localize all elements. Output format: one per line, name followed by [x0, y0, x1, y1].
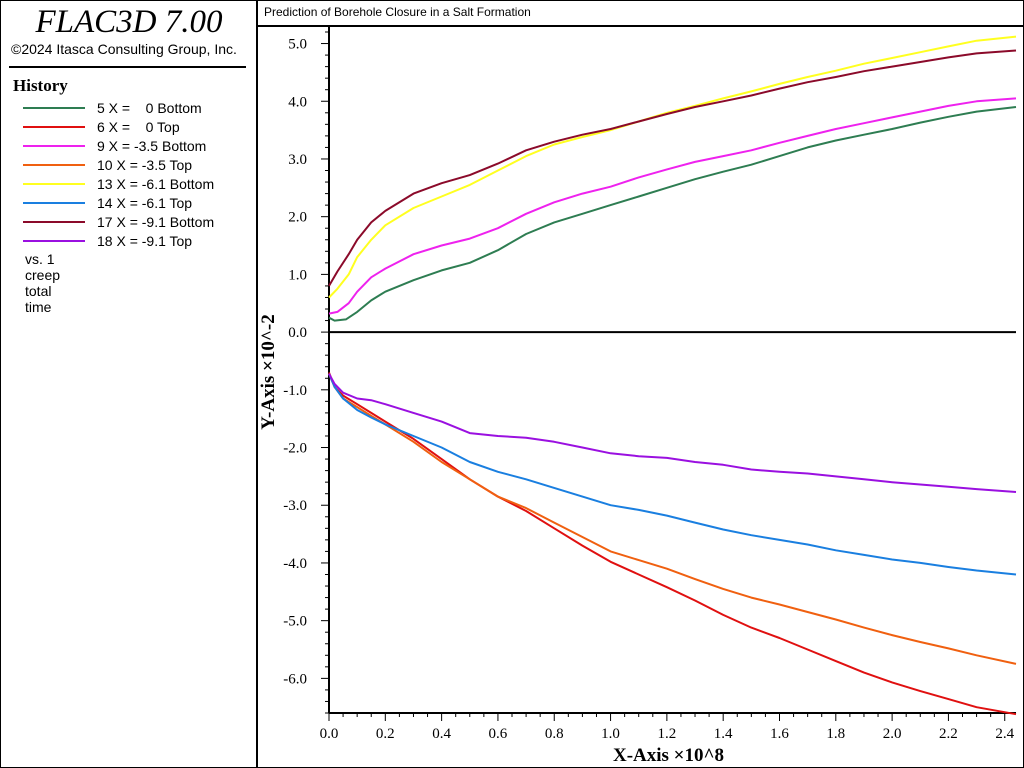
legend-swatch	[23, 126, 85, 128]
chart-axes	[321, 27, 1016, 721]
legend-panel: FLAC3D 7.00 ©2024 Itasca Consulting Grou…	[1, 1, 258, 767]
series-line	[328, 106, 1017, 322]
y-tick-label: 5.0	[288, 37, 307, 53]
app-title: FLAC3D 7.00	[35, 4, 223, 40]
legend-swatch	[23, 240, 85, 242]
x-tick-label: 1.8	[826, 726, 845, 742]
plot-title: Prediction of Borehole Closure in a Salt…	[264, 5, 531, 19]
legend-swatch	[23, 164, 85, 166]
y-tick-label: 1.0	[288, 267, 307, 283]
legend-item: 18 X = -9.1 Top	[1, 232, 251, 251]
legend-label: 17 X = -9.1 Bottom	[97, 214, 215, 230]
y-tick-label: -2.0	[283, 441, 307, 457]
y-axis-title: Y-Axis ×10^-2	[258, 314, 279, 430]
legend-label: 13 X = -6.1 Bottom	[97, 176, 215, 192]
legend-swatch	[23, 202, 85, 204]
series-line	[328, 373, 1017, 493]
y-tick-label: -6.0	[283, 671, 307, 687]
legend-item: 13 X = -6.1 Bottom	[1, 175, 251, 194]
legend-label: 14 X = -6.1 Top	[97, 195, 193, 211]
legend-item: 9 X = -3.5 Bottom	[1, 137, 251, 156]
tick-labels: 5.0 4.0 3.0 2.0 1.0 0.0 -1.0 -2.0 -3.0 -4.0 -5.0 -6…	[283, 37, 1014, 742]
x-tick-label: 2.2	[939, 726, 958, 742]
x-tick-label: 0.0	[320, 726, 339, 742]
legend-swatch	[23, 145, 85, 147]
x-tick-label: 2.4	[995, 726, 1014, 742]
y-tick-label: -4.0	[283, 556, 307, 572]
line-chart: 5.0 4.0 3.0 2.0 1.0 0.0 -1.0 -2.0 -3.0 -4.0 -5.0 -6…	[258, 27, 1017, 766]
x-tick-label: 0.6	[489, 726, 508, 742]
y-tick-label: 0.0	[288, 325, 307, 341]
x-tick-label: 0.8	[545, 726, 564, 742]
plot-title-bar: Prediction of Borehole Closure in a Salt…	[258, 1, 1023, 27]
series-line	[328, 373, 1017, 576]
legend-item: 5 X = 0 Bottom	[1, 99, 251, 118]
legend-swatch	[23, 107, 85, 109]
legend-label: 18 X = -9.1 Top	[97, 233, 193, 249]
series-line	[328, 372, 1017, 716]
series-line	[328, 97, 1017, 315]
legend-label: 10 X = -3.5 Top	[97, 157, 193, 173]
y-tick-label: -5.0	[283, 614, 307, 630]
x-tick-label: 1.0	[601, 726, 620, 742]
y-tick-label: 4.0	[288, 94, 307, 110]
legend-swatch	[23, 221, 85, 223]
title-divider	[9, 66, 246, 68]
legend-swatch	[23, 183, 85, 185]
x-tick-label: 1.6	[770, 726, 789, 742]
copyright-text: ©2024 Itasca Consulting Group, Inc.	[11, 41, 237, 57]
x-tick-label: 1.2	[657, 726, 676, 742]
legend-item: 10 X = -3.5 Top	[1, 156, 251, 175]
x-axis-title: X-Axis ×10^8	[613, 745, 724, 766]
legend-label: 9 X = -3.5 Bottom	[97, 138, 207, 154]
y-tick-label: 3.0	[288, 152, 307, 168]
history-heading: History	[13, 76, 68, 95]
x-tick-label: 0.4	[432, 726, 451, 742]
x-tick-label: 2.0	[883, 726, 902, 742]
legend-footer: vs. 1 creep total time	[25, 251, 61, 315]
y-tick-label: -1.0	[283, 383, 307, 399]
legend-item: 14 X = -6.1 Top	[1, 194, 251, 213]
series-line	[328, 49, 1017, 287]
series-layer	[328, 35, 1017, 716]
x-tick-label: 1.4	[714, 726, 733, 742]
legend-label: 6 X = 0 Top	[97, 119, 180, 135]
series-line	[328, 373, 1017, 665]
y-tick-label: -3.0	[283, 498, 307, 514]
legend-item: 17 X = -9.1 Bottom	[1, 213, 251, 232]
legend-label: 5 X = 0 Bottom	[97, 100, 202, 116]
legend-item: 6 X = 0 Top	[1, 118, 251, 137]
x-tick-label: 0.2	[376, 726, 395, 742]
y-tick-label: 2.0	[288, 210, 307, 226]
